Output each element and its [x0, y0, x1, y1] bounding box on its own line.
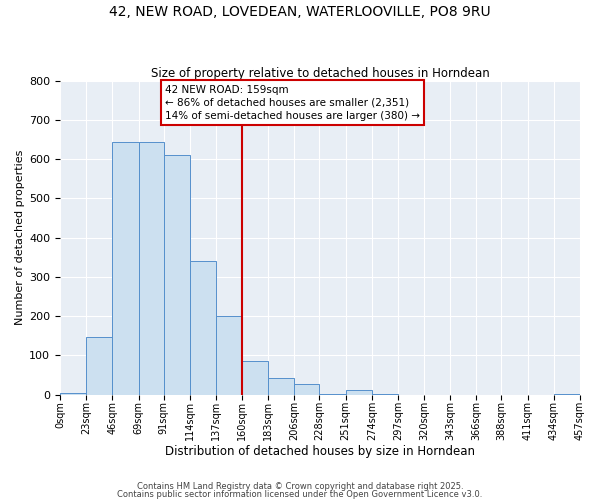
Bar: [139, 142, 164, 394]
Bar: [268, 378, 295, 394]
Title: Size of property relative to detached houses in Horndean: Size of property relative to detached ho…: [151, 66, 490, 80]
Bar: [295, 384, 319, 394]
Bar: [86, 336, 112, 394]
Bar: [112, 142, 139, 394]
Bar: [164, 156, 190, 394]
Bar: [216, 316, 242, 394]
Bar: [60, 392, 86, 394]
Bar: [346, 390, 372, 394]
Text: 42, NEW ROAD, LOVEDEAN, WATERLOOVILLE, PO8 9RU: 42, NEW ROAD, LOVEDEAN, WATERLOOVILLE, P…: [109, 5, 491, 19]
X-axis label: Distribution of detached houses by size in Horndean: Distribution of detached houses by size …: [165, 444, 475, 458]
Text: Contains HM Land Registry data © Crown copyright and database right 2025.: Contains HM Land Registry data © Crown c…: [137, 482, 463, 491]
Y-axis label: Number of detached properties: Number of detached properties: [15, 150, 25, 326]
Bar: [242, 362, 268, 394]
Bar: [190, 261, 216, 394]
Text: Contains public sector information licensed under the Open Government Licence v3: Contains public sector information licen…: [118, 490, 482, 499]
Text: 42 NEW ROAD: 159sqm
← 86% of detached houses are smaller (2,351)
14% of semi-det: 42 NEW ROAD: 159sqm ← 86% of detached ho…: [164, 84, 419, 121]
